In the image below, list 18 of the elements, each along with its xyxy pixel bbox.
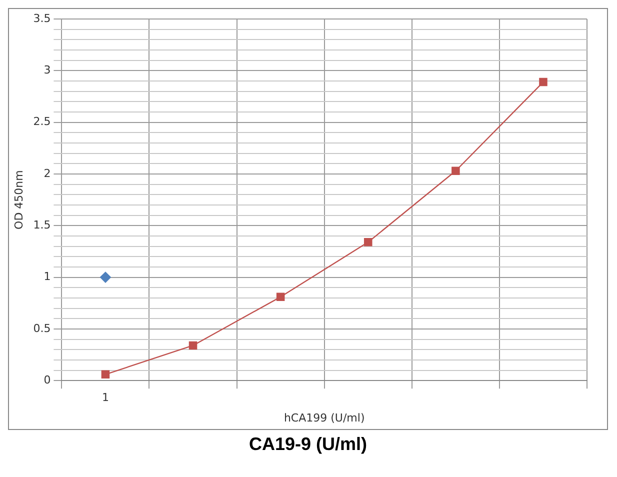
point — [101, 370, 110, 379]
y-tick-label: 2.5 — [33, 115, 51, 128]
y-tick-label: 1.5 — [33, 218, 51, 232]
y-tick-label: 1 — [44, 270, 51, 284]
y-tick-label: 0.5 — [33, 322, 51, 335]
y-tick-label: 3.5 — [33, 12, 51, 25]
point — [188, 341, 198, 350]
point — [452, 166, 460, 176]
point — [364, 238, 372, 246]
y-axis-title: OD 450nm — [12, 170, 26, 230]
y-tick-label: 2 — [44, 166, 51, 180]
text: CA19-9 (U/ml) — [248, 434, 368, 455]
point — [276, 292, 285, 302]
y-tick-label: 0 — [44, 373, 51, 386]
point — [100, 272, 111, 283]
y-tick-label: 3 — [44, 64, 51, 77]
point — [539, 78, 548, 86]
x-axis-title: hCA199 (U/ml) — [284, 411, 365, 424]
